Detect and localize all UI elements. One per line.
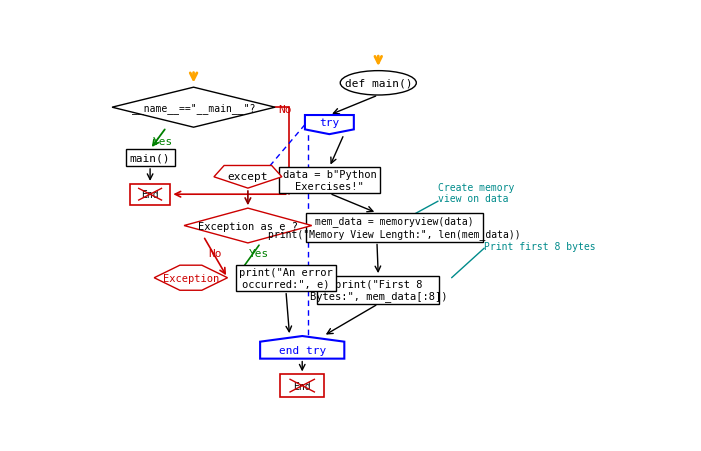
Text: main(): main() [130, 153, 170, 163]
Text: Print first 8 bytes: Print first 8 bytes [484, 242, 596, 252]
FancyBboxPatch shape [125, 150, 175, 166]
Text: No: No [278, 105, 292, 115]
Text: end try: end try [278, 345, 326, 355]
Polygon shape [154, 266, 228, 290]
FancyBboxPatch shape [317, 276, 440, 304]
Text: try: try [319, 118, 339, 128]
Text: print("An error
occurred:", e): print("An error occurred:", e) [239, 267, 333, 289]
Polygon shape [112, 88, 275, 128]
FancyBboxPatch shape [306, 213, 483, 242]
Polygon shape [305, 116, 354, 135]
FancyBboxPatch shape [279, 168, 380, 194]
Ellipse shape [340, 71, 416, 96]
Text: Exception as e ?: Exception as e ? [198, 221, 298, 231]
Text: No: No [208, 249, 222, 258]
Text: Yes: Yes [249, 249, 269, 258]
FancyBboxPatch shape [130, 184, 170, 205]
Text: Yes: Yes [153, 137, 173, 147]
FancyBboxPatch shape [280, 374, 324, 397]
Text: def main(): def main() [344, 78, 412, 89]
Text: Create memory
view on data: Create memory view on data [438, 182, 515, 204]
Text: End: End [142, 190, 159, 200]
Text: __name__=="__main__"?: __name__=="__main__"? [132, 102, 255, 113]
Text: print("First 8
Bytes:", mem_data[:8]): print("First 8 Bytes:", mem_data[:8]) [310, 279, 447, 301]
Text: Exception: Exception [163, 273, 219, 283]
Polygon shape [214, 166, 282, 189]
Text: mem_data = memoryview(data)
print("Memory View Length:", len(mem_data)): mem_data = memoryview(data) print("Memor… [268, 216, 521, 239]
FancyBboxPatch shape [236, 265, 336, 291]
Text: except: except [228, 171, 268, 181]
Text: data = b"Python
Exercises!": data = b"Python Exercises!" [283, 170, 376, 192]
Text: End: End [294, 381, 311, 391]
Polygon shape [260, 336, 344, 359]
Polygon shape [184, 209, 312, 244]
